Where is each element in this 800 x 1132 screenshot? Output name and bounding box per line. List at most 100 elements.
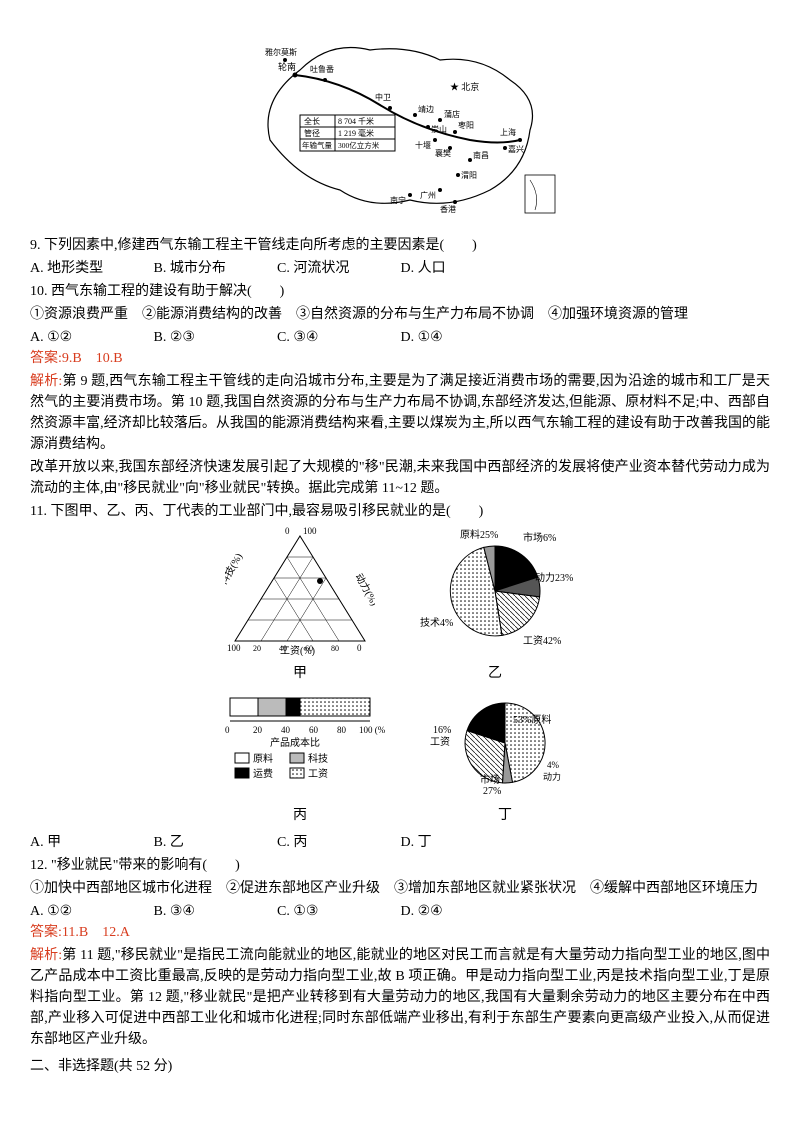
- q12-stem: 12. "移业就民"带来的影响有( ): [30, 855, 770, 876]
- svg-text:40: 40: [281, 725, 291, 735]
- svg-text:轮南: 轮南: [278, 61, 296, 72]
- q9-opt-d: D. 人口: [401, 258, 521, 279]
- svg-text:动力(%): 动力(%): [352, 571, 375, 608]
- svg-text:0: 0: [225, 725, 230, 735]
- q10-opt-a: A. ①②: [30, 327, 150, 348]
- q11-opt-a: A. 甲: [30, 832, 150, 853]
- svg-text:27%: 27%: [483, 786, 501, 797]
- svg-text:香港: 香港: [440, 204, 456, 214]
- svg-text:技术4%: 技术4%: [420, 616, 453, 629]
- svg-text:枣阳: 枣阳: [458, 120, 474, 130]
- svg-text:工资(%): 工资(%): [280, 645, 315, 656]
- svg-text:南宁: 南宁: [390, 195, 406, 205]
- svg-text:上海: 上海: [500, 127, 516, 137]
- svg-text:1 219 毫米: 1 219 毫米: [338, 128, 374, 138]
- svg-text:60: 60: [309, 725, 319, 735]
- svg-text:80: 80: [331, 644, 339, 653]
- q11-options: A. 甲 B. 乙 C. 丙 D. 丁: [30, 832, 770, 853]
- q11-stem: 11. 下图甲、乙、丙、丁代表的工业部门中,最容易吸引移民就业的是( ): [30, 501, 770, 522]
- svg-text:渭阳: 渭阳: [461, 170, 477, 180]
- q12-opt-d: D. ②④: [401, 901, 521, 922]
- svg-text:4%: 4%: [547, 760, 560, 770]
- chart-bing: 0 20 40 60 80 100 (%) 产品成本比 原料 科技 运费 工资 丙: [215, 688, 385, 826]
- svg-text:★ 北京: ★ 北京: [450, 81, 479, 92]
- svg-text:广州: 广州: [420, 190, 436, 200]
- q11-opt-b: B. 乙: [154, 832, 274, 853]
- q10-opt-b: B. ②③: [154, 327, 274, 348]
- svg-text:雅尔莫斯: 雅尔莫斯: [265, 47, 297, 57]
- intro-11-12: 改革开放以来,我国东部经济快速发展引起了大规模的"移"民潮,未来我国中西部经济的…: [30, 457, 770, 499]
- chart-ding: 53%原料 4%动力 市场27% 16%工资 丁: [425, 688, 585, 826]
- svg-text:0: 0: [285, 526, 290, 536]
- svg-text:吐鲁番: 吐鲁番: [310, 64, 334, 74]
- section-2-heading: 二、非选择题(共 52 分): [30, 1056, 770, 1077]
- svg-text:工资: 工资: [308, 768, 328, 780]
- q12-opt-c: C. ①③: [277, 901, 397, 922]
- q9-opt-b: B. 城市分布: [154, 258, 274, 279]
- china-map-svg: 轮南 雅尔莫斯 吐鲁番 中卫 ★ 北京 靖边 蒲店 崇山 十堰 枣阳 上海 襄樊…: [240, 20, 560, 220]
- q11-opt-c: C. 丙: [277, 832, 397, 853]
- chart-bing-label: 丙: [215, 805, 385, 826]
- svg-text:20: 20: [253, 725, 263, 735]
- svg-text:原料: 原料: [253, 752, 273, 765]
- svg-text:20: 20: [253, 644, 261, 653]
- chart-yi: 原料25% 市场6% 动力23% 工资42% 技术4% 乙: [415, 526, 575, 684]
- analysis-11-12-text: 第 11 题,"移民就业"是指民工流向能就业的地区,能就业的地区对民工而言就是有…: [30, 948, 770, 1047]
- svg-text:工资: 工资: [430, 736, 450, 748]
- q10-items: ①资源浪费严重 ②能源消费结构的改善 ③自然资源的分布与生产力布局不协调 ④加强…: [30, 304, 770, 325]
- q10-opt-c: C. ③④: [277, 327, 397, 348]
- svg-text:16%: 16%: [433, 725, 451, 736]
- q10-options: A. ①② B. ②③ C. ③④ D. ①④: [30, 327, 770, 348]
- q12-options: A. ①② B. ③④ C. ①③ D. ②④: [30, 901, 770, 922]
- map-table-r1c1: 全长: [304, 116, 320, 126]
- q9-opt-a: A. 地形类型: [30, 258, 150, 279]
- svg-text:襄樊: 襄樊: [435, 148, 451, 158]
- q12-opt-b: B. ③④: [154, 901, 274, 922]
- svg-text:动力: 动力: [543, 771, 561, 782]
- svg-text:运费: 运费: [253, 767, 273, 780]
- svg-text:年输气量: 年输气量: [302, 140, 332, 150]
- svg-text:80: 80: [337, 725, 347, 735]
- q11-opt-d: D. 丁: [401, 832, 521, 853]
- analysis-11-12: 解析:第 11 题,"移民就业"是指民工流向能就业的地区,能就业的地区对民工而言…: [30, 945, 770, 1050]
- svg-text:原料25%: 原料25%: [460, 528, 498, 541]
- svg-text:管径: 管径: [304, 128, 320, 138]
- svg-text:53%原料: 53%原料: [513, 713, 551, 726]
- svg-text:科技(%): 科技(%): [225, 551, 245, 588]
- q9-options: A. 地形类型 B. 城市分布 C. 河流状况 D. 人口: [30, 258, 770, 279]
- svg-text:靖边: 靖边: [418, 104, 434, 114]
- charts-figure: 0 100 科技(%) 动力(%) 100 0 20 40 60 80 工资(%) 甲: [30, 526, 770, 826]
- svg-text:市场6%: 市场6%: [523, 531, 556, 544]
- svg-text:100: 100: [303, 526, 317, 536]
- svg-text:工资42%: 工资42%: [523, 635, 561, 647]
- q12-opt-a: A. ①②: [30, 901, 150, 922]
- chart-jia-label: 甲: [225, 663, 375, 684]
- chart-ding-label: 丁: [425, 805, 585, 826]
- svg-text:中卫: 中卫: [375, 92, 391, 102]
- svg-text:动力23%: 动力23%: [535, 571, 573, 584]
- svg-text:嘉兴: 嘉兴: [508, 144, 524, 154]
- svg-text:100: 100: [227, 643, 241, 653]
- svg-text:南昌: 南昌: [473, 150, 489, 160]
- svg-text:蒲店: 蒲店: [444, 109, 460, 119]
- svg-text:科技: 科技: [308, 752, 328, 765]
- answer-9-10: 答案:9.B 10.B: [30, 348, 770, 369]
- svg-text:300亿立方米: 300亿立方米: [338, 140, 380, 150]
- svg-text:十堰: 十堰: [415, 140, 431, 150]
- chart-jia: 0100 科技(%) 动力(%) 1000 2040 6080 工资(%) 甲: [225, 526, 375, 684]
- analysis-9-10: 解析:第 9 题,西气东输工程主干管线的走向沿城市分布,主要是为了满足接近消费市…: [30, 371, 770, 455]
- q10-stem: 10. 西气东输工程的建设有助于解决( ): [30, 281, 770, 302]
- svg-text:100 (%): 100 (%): [359, 725, 385, 735]
- svg-text:产品成本比: 产品成本比: [270, 736, 320, 749]
- q10-opt-d: D. ①④: [401, 327, 521, 348]
- q9-stem: 9. 下列因素中,修建西气东输工程主干管线走向所考虑的主要因素是( ): [30, 235, 770, 256]
- svg-text:崇山: 崇山: [431, 124, 447, 134]
- answer-11-12: 答案:11.B 12.A: [30, 922, 770, 943]
- analysis-9-10-text: 第 9 题,西气东输工程主干管线的走向沿城市分布,主要是为了满足接近消费市场的需…: [30, 374, 770, 452]
- svg-text:市场: 市场: [480, 773, 500, 786]
- map-figure: 轮南 雅尔莫斯 吐鲁番 中卫 ★ 北京 靖边 蒲店 崇山 十堰 枣阳 上海 襄樊…: [30, 20, 770, 227]
- svg-text:0: 0: [357, 643, 362, 653]
- q12-items: ①加快中西部地区城市化进程 ②促进东部地区产业升级 ③增加东部地区就业紧张状况 …: [30, 878, 770, 899]
- chart-yi-label: 乙: [415, 663, 575, 684]
- svg-text:8 704 千米: 8 704 千米: [338, 116, 374, 126]
